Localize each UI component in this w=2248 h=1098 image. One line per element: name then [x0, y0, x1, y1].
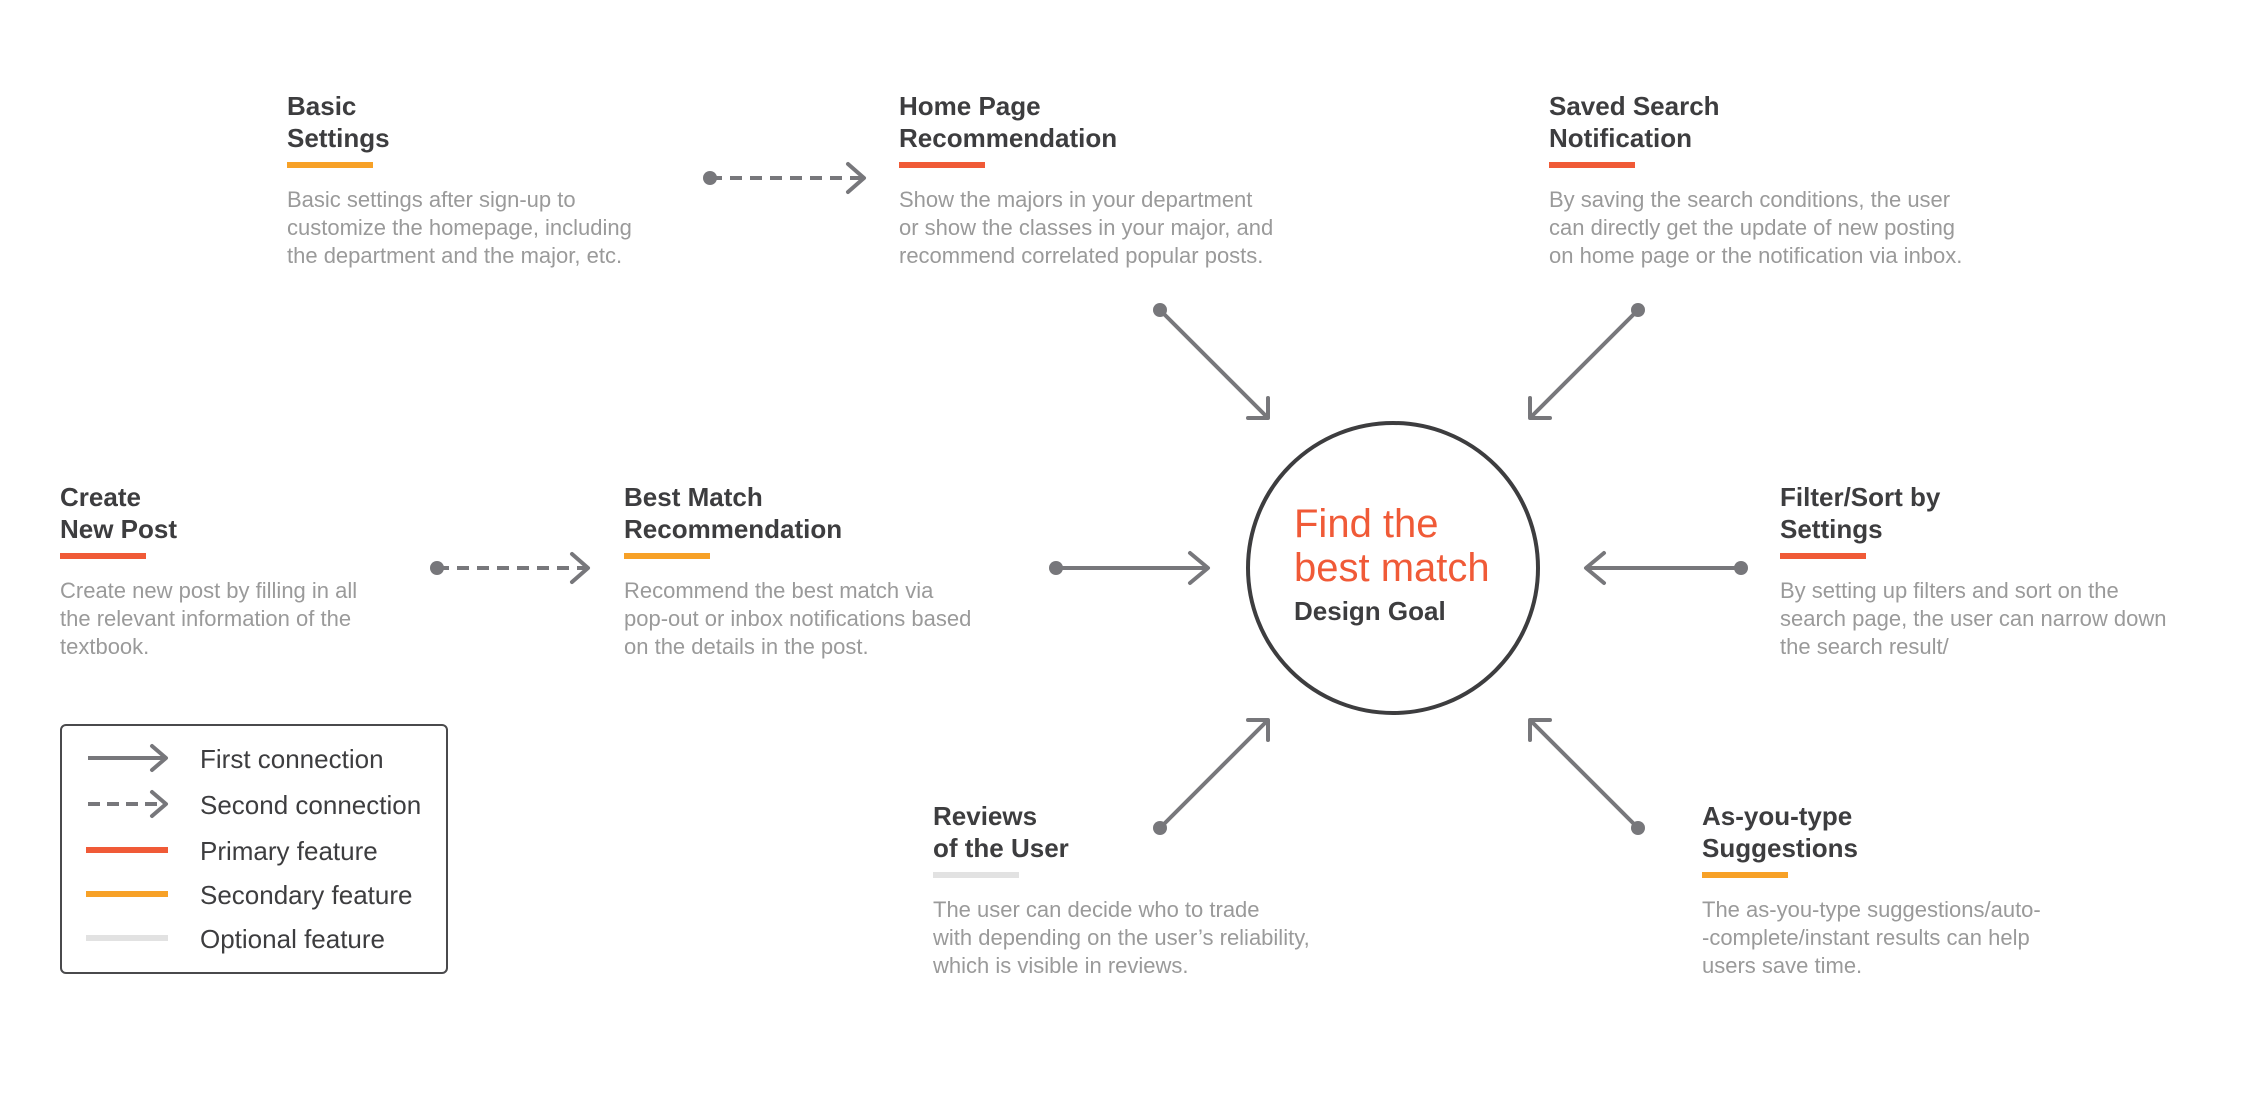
node-title: Filter/Sort by Settings [1780, 482, 1941, 544]
secondary-feature-underline [624, 553, 710, 559]
node-filter-sort-settings: Filter/Sort by Settings By setting up fi… [1780, 481, 2166, 661]
node-title: Best Match Recommendation [624, 482, 843, 544]
primary-feature-underline [60, 553, 146, 559]
optional-swatch [86, 935, 168, 941]
node-as-you-type-suggestions: As-you-type Suggestions The as-you-type … [1702, 800, 2041, 980]
node-title: Basic Settings [287, 91, 390, 153]
dashed-arrow-basic-to-home [703, 162, 866, 194]
node-description: Basic settings after sign-up to customiz… [287, 187, 632, 268]
goal-circle [1246, 421, 1540, 715]
node-saved-search-notification: Saved Search Notification By saving the … [1549, 90, 1962, 270]
node-description: Recommend the best match via pop-out or … [624, 578, 972, 659]
legend-label: First connection [200, 744, 384, 774]
legend-label: Second connection [200, 790, 422, 820]
goal-title: Find the best match [1294, 502, 1490, 590]
secondary-feature-underline [287, 162, 373, 168]
dashed-arrow-icon [88, 790, 168, 818]
legend-secondary-feature: Secondary feature [84, 874, 444, 914]
node-description: Create new post by filling in all the re… [60, 578, 358, 659]
arrow-reviews-to-goal [1153, 718, 1270, 835]
node-title: As-you-type Suggestions [1702, 801, 1859, 863]
goal-subtitle: Design Goal [1294, 596, 1446, 626]
primary-feature-underline [899, 162, 985, 168]
legend: First connection Second connection Prima… [60, 724, 448, 974]
node-description: The as-you-type suggestions/auto- -compl… [1702, 897, 2041, 978]
legend-label: Secondary feature [200, 880, 413, 910]
legend-label: Primary feature [200, 836, 378, 866]
legend-primary-feature: Primary feature [84, 830, 444, 870]
primary-swatch [86, 847, 168, 853]
optional-feature-underline [933, 872, 1019, 878]
node-description: By saving the search conditions, the use… [1549, 187, 1963, 268]
legend-optional-feature: Optional feature [84, 918, 444, 958]
node-title: Home Page Recommendation [899, 91, 1118, 153]
legend-second-connection: Second connection [84, 784, 444, 824]
dashed-arrow-create-to-best [430, 552, 590, 584]
arrow-filter-sort-to-goal [1584, 551, 1748, 585]
solid-arrow-icon [88, 744, 168, 772]
secondary-swatch [86, 891, 168, 897]
design-goal: Find the best match Design Goal [1294, 502, 1490, 627]
node-create-new-post: Create New Post Create new post by filli… [60, 481, 357, 661]
legend-label: Optional feature [200, 924, 386, 954]
arrow-as-you-type-to-goal [1528, 718, 1645, 835]
node-reviews-of-user: Reviews of the User The user can decide … [933, 800, 1310, 980]
node-home-page-recommendation: Home Page Recommendation Show the majors… [899, 90, 1273, 270]
node-title: Saved Search Notification [1549, 91, 1720, 153]
legend-first-connection: First connection [84, 738, 444, 778]
node-description: Show the majors in your department or sh… [899, 187, 1274, 268]
secondary-feature-underline [1702, 872, 1788, 878]
arrow-home-page-to-goal [1153, 303, 1270, 420]
node-title: Reviews of the User [933, 801, 1069, 863]
node-title: Create New Post [60, 482, 178, 544]
node-description: The user can decide who to trade with de… [933, 897, 1310, 978]
arrow-best-match-to-goal [1049, 551, 1210, 585]
primary-feature-underline [1549, 162, 1635, 168]
node-best-match-recommendation: Best Match Recommendation Recommend the … [624, 481, 971, 661]
arrow-saved-search-to-goal [1528, 303, 1645, 420]
primary-feature-underline [1780, 553, 1866, 559]
node-description: By setting up filters and sort on the se… [1780, 578, 2167, 659]
node-basic-settings: Basic Settings Basic settings after sign… [287, 90, 632, 270]
